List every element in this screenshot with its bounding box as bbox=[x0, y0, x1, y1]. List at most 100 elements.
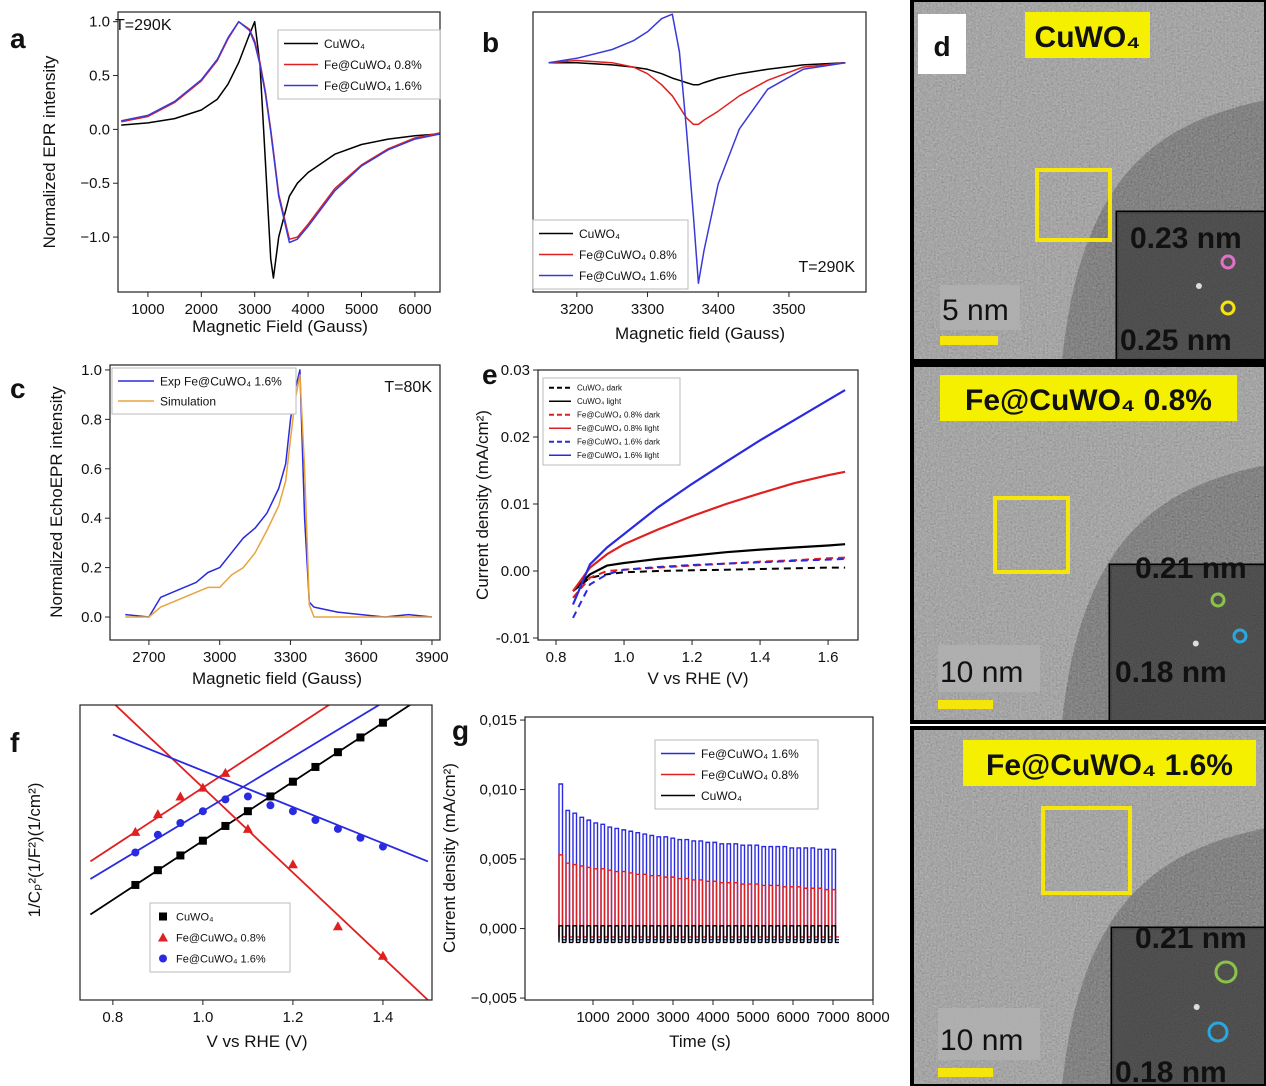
pulse bbox=[796, 886, 804, 938]
fit-line bbox=[114, 705, 429, 1000]
data-line bbox=[548, 59, 846, 126]
pulse bbox=[719, 881, 727, 938]
pulse bbox=[558, 783, 566, 941]
x-tick-label: 3900 bbox=[415, 649, 448, 666]
plot-area bbox=[548, 13, 846, 284]
pulse bbox=[579, 865, 587, 938]
x-tick-label: 3000 bbox=[238, 301, 271, 318]
image-title: Fe@CuWO₄ 0.8% bbox=[965, 384, 1212, 417]
y-tick-label: −1.0 bbox=[80, 229, 110, 246]
pulse bbox=[600, 823, 608, 941]
pulse bbox=[775, 925, 783, 944]
pulse bbox=[628, 830, 636, 941]
pulse bbox=[684, 925, 692, 944]
y-tick-label: 0,005 bbox=[479, 851, 517, 868]
pulse bbox=[803, 887, 811, 938]
marker bbox=[220, 767, 231, 777]
y-tick-label: 0.01 bbox=[501, 496, 530, 513]
x-tick-label: 7000 bbox=[816, 1009, 849, 1026]
panel-label: f bbox=[10, 727, 20, 758]
scale-bar-label: 5 nm bbox=[942, 294, 1009, 327]
marker bbox=[176, 851, 185, 860]
y-tick-label: 0,000 bbox=[479, 921, 517, 938]
pulse bbox=[824, 925, 832, 944]
pulse bbox=[768, 884, 776, 938]
fft-spot bbox=[1210, 592, 1226, 608]
pulse bbox=[558, 854, 566, 938]
data-line bbox=[571, 389, 846, 605]
pulse bbox=[586, 925, 594, 944]
pulse bbox=[691, 925, 699, 944]
d-spacing: 0.18 nm bbox=[1115, 1056, 1227, 1086]
y-tick-label: 0.6 bbox=[81, 461, 102, 478]
pulse bbox=[810, 887, 818, 938]
pulse bbox=[775, 884, 783, 938]
pulse bbox=[768, 925, 776, 944]
pulse bbox=[691, 840, 699, 941]
marker bbox=[131, 848, 140, 857]
pulse bbox=[712, 925, 720, 944]
data-line bbox=[121, 20, 440, 279]
pulse bbox=[684, 877, 692, 938]
pulse bbox=[712, 880, 720, 938]
pulse bbox=[565, 925, 573, 944]
pulse bbox=[621, 870, 629, 938]
marker bbox=[311, 762, 320, 771]
d-spacing: 0.25 nm bbox=[1120, 324, 1232, 357]
pulse bbox=[712, 841, 720, 941]
legend-marker bbox=[159, 954, 167, 963]
x-tick-label: 0.8 bbox=[546, 649, 567, 666]
legend-label: Fe@CuWO₄ 0.8% light bbox=[577, 424, 660, 433]
image-frame bbox=[910, 726, 1266, 1086]
x-tick-label: 3000 bbox=[656, 1009, 689, 1026]
y-tick-label: 0.0 bbox=[89, 121, 110, 138]
pulse bbox=[593, 868, 601, 938]
data-line bbox=[572, 566, 846, 592]
x-tick-label: 2700 bbox=[132, 649, 165, 666]
fft-noise bbox=[1112, 928, 1266, 1086]
roi-box bbox=[1035, 168, 1112, 242]
plot-area bbox=[121, 20, 440, 279]
x-tick-label: 1.4 bbox=[373, 1009, 394, 1026]
pulse bbox=[649, 875, 657, 938]
marker bbox=[243, 792, 252, 801]
legend-label: Exp Fe@CuWO₄ 1.6% bbox=[160, 374, 282, 388]
y-tick-label: 0.8 bbox=[81, 411, 102, 428]
pulse bbox=[600, 868, 608, 938]
legend-label: Fe@CuWO₄ 0.8% bbox=[701, 768, 799, 782]
x-tick-label: 3300 bbox=[631, 301, 664, 318]
pulse bbox=[684, 838, 692, 941]
pulse bbox=[747, 844, 755, 941]
marker bbox=[311, 816, 320, 825]
marker bbox=[152, 809, 163, 819]
marker bbox=[198, 807, 207, 816]
marker bbox=[176, 819, 185, 827]
legend-label: Fe@CuWO₄ 1.6% bbox=[324, 79, 422, 93]
plot-frame bbox=[79, 704, 433, 1001]
legend-label: Fe@CuWO₄ 1.6% bbox=[176, 953, 266, 965]
pulse bbox=[628, 872, 636, 938]
panel-label: g bbox=[452, 715, 469, 746]
pulse bbox=[761, 845, 769, 941]
pulse bbox=[782, 886, 790, 938]
panel-label: b bbox=[482, 27, 499, 58]
pulse bbox=[593, 822, 601, 941]
pulse bbox=[796, 925, 804, 944]
marker bbox=[378, 842, 387, 851]
x-tick-label: 1.2 bbox=[282, 1009, 303, 1026]
title-box bbox=[1025, 12, 1150, 58]
pulse bbox=[586, 866, 594, 938]
pulse bbox=[747, 925, 755, 944]
pulse bbox=[789, 847, 797, 941]
y-tick-label: 1.0 bbox=[81, 362, 102, 379]
marker bbox=[153, 866, 162, 875]
legend-box bbox=[542, 377, 681, 466]
data-line bbox=[121, 20, 440, 244]
legend-label: CuWO₄ bbox=[324, 37, 365, 51]
pulse bbox=[677, 838, 685, 941]
x-tick-label: 1000 bbox=[576, 1009, 609, 1026]
pulse bbox=[817, 887, 825, 938]
y-axis-label: Current density (mA/cm²) bbox=[440, 763, 459, 953]
pulse bbox=[565, 809, 573, 941]
marker bbox=[377, 950, 388, 960]
